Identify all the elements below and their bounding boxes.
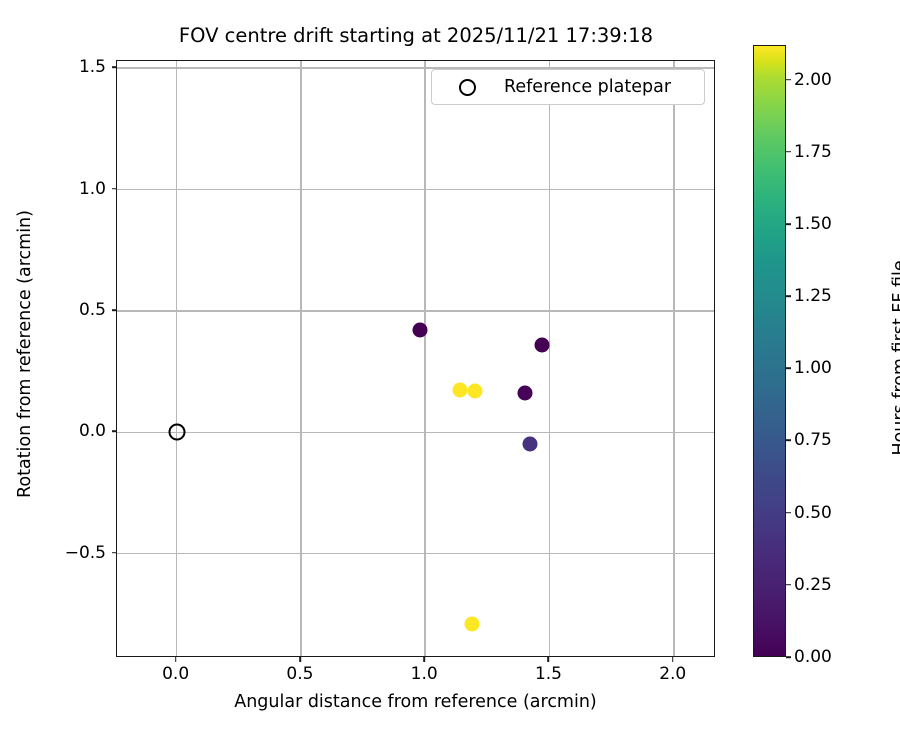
y-axis-tick [111,187,116,190]
legend: Reference platepar [431,69,705,105]
colorbar-tick [786,439,791,442]
colorbar-tick [786,151,791,153]
colorbar-label: Hours from first FF file [890,260,900,456]
grid-layer [117,61,714,656]
page-title: FOV centre drift starting at 2025/11/21 … [178,24,654,47]
plot-area [116,60,715,657]
reference-platepar-marker [168,423,186,441]
gridline-vertical [175,61,178,656]
colorbar-tick-label: 1.75 [794,141,832,162]
scatter-point [464,616,480,632]
y-axis-label: Rotation from reference (arcmin) [15,210,35,498]
y-axis-tick-label: 1.0 [78,178,106,199]
scatter-point [467,383,483,399]
colorbar-tick-label: 1.50 [794,213,832,234]
gridline-vertical [300,61,302,656]
x-axis-tick [299,657,301,662]
y-axis-tick [111,309,116,311]
scatter-point [517,385,533,401]
colorbar-gradient [753,45,786,657]
colorbar-tick [786,78,791,81]
colorbar-tick [786,295,791,297]
x-axis-tick-label: 0.5 [286,664,314,684]
gridline-vertical [548,61,551,656]
y-axis-tick-label: −0.5 [64,542,106,563]
colorbar-tick [786,367,791,370]
x-axis-label: Angular distance from reference (arcmin) [234,692,597,712]
scatter-point [522,436,538,452]
colorbar-tick [786,223,791,225]
y-axis-tick-label: 0.5 [78,299,106,320]
x-axis-tick [174,657,177,662]
colorbar-tick-label: 1.25 [794,286,832,307]
y-axis-tick [111,430,116,433]
gridline-horizontal [117,310,714,312]
legend-item-label: Reference platepar [504,77,672,97]
scatter-point [452,382,468,398]
y-axis-tick-label: 1.5 [78,57,106,78]
gridline-horizontal [117,67,714,70]
gridline-horizontal [117,431,714,434]
scatter-point [412,322,428,338]
x-axis-tick-label: 1.5 [534,664,562,684]
colorbar-tick [786,584,791,586]
gridline-vertical [672,61,675,656]
x-axis-tick [671,657,674,662]
scatter-points-layer [117,61,714,656]
gridline-horizontal [117,188,714,191]
colorbar-tick-label: 2.00 [794,69,832,90]
scatter-point [534,337,550,353]
gridline-horizontal [117,552,714,555]
colorbar-tick-label: 1.00 [794,358,832,379]
colorbar-tick-label: 0.25 [794,574,832,595]
colorbar-tick-label: 0.50 [794,502,832,523]
x-axis-tick-label: 2.0 [659,664,687,684]
reference-platepar-icon [459,78,476,96]
gridline-vertical [424,61,426,656]
x-axis-tick [423,657,425,662]
y-axis-tick-label: 0.0 [78,421,106,442]
x-axis-tick [547,657,550,662]
y-axis-tick [111,66,116,69]
colorbar-tick [786,656,791,658]
colorbar-tick [786,511,791,514]
colorbar [753,45,786,657]
y-axis-tick [111,551,116,554]
colorbar-tick-label: 0.75 [794,430,832,451]
x-axis-tick-label: 0.0 [162,664,190,684]
x-axis-tick-label: 1.0 [410,664,438,684]
colorbar-tick-label: 0.00 [794,647,832,667]
